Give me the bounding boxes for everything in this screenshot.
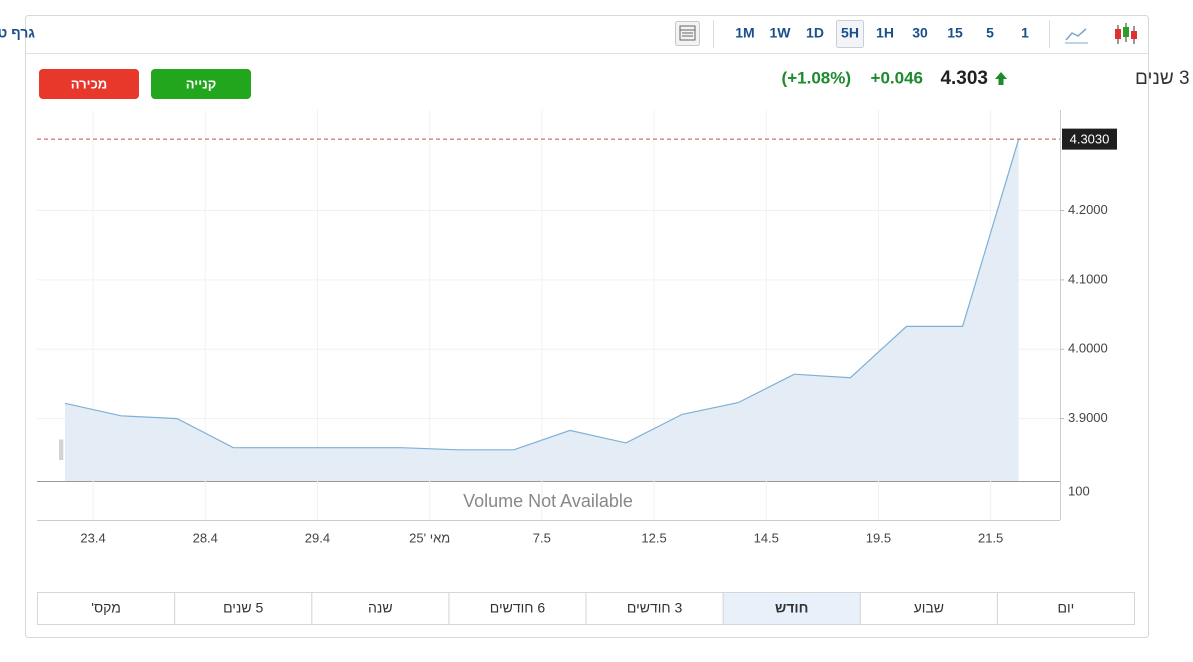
range-label: 5 שנים: [223, 600, 263, 616]
interval-button[interactable]: 1: [1021, 25, 1029, 41]
range-button[interactable]: [311, 592, 450, 625]
x-tick-label: 7.5: [533, 530, 551, 545]
range-button[interactable]: [37, 592, 176, 625]
range-label: 3 חודשים: [627, 600, 683, 616]
price-tag: [1062, 128, 1117, 150]
interval-button[interactable]: 1M: [735, 25, 754, 41]
range-label: שנה: [368, 600, 393, 616]
instrument-title: ישראל 3 שנים: [1135, 68, 1193, 89]
interval-button[interactable]: 5H: [841, 25, 859, 41]
x-tick-label: 21.5: [978, 530, 1003, 545]
change-pct: (+1.08%): [782, 68, 851, 87]
range-label: שבוע: [914, 600, 944, 616]
plot: 23.4 28.4 29.4 מאי '25 7.5 12.5 14.5 19.5 21.5 3.…: [37, 110, 1117, 545]
x-tick-label: 23.4: [80, 530, 105, 545]
candle-icon[interactable]: [1115, 23, 1137, 44]
range-button[interactable]: [996, 592, 1135, 625]
y-tick-label: 4.0000: [1068, 341, 1108, 356]
range-label: 6 חודשים: [490, 600, 546, 616]
range-button[interactable]: [174, 592, 313, 625]
y-tick-label: 3.9000: [1068, 410, 1108, 425]
range-button[interactable]: [448, 592, 587, 625]
interval-button[interactable]: 15: [947, 25, 963, 41]
range-label: חודש: [775, 600, 808, 616]
up-arrow: [995, 72, 1007, 85]
volume-tick-label: 100: [1068, 483, 1090, 498]
buy-button[interactable]: קנייה: [151, 69, 251, 99]
range-button[interactable]: [585, 592, 724, 625]
x-tick-label: 14.5: [754, 530, 779, 545]
interval-button[interactable]: 1H: [876, 25, 894, 41]
x-tick-label: מאי '25: [409, 530, 450, 545]
interval-button[interactable]: 5: [986, 25, 994, 41]
y-tick-label: 4.2000: [1068, 202, 1108, 217]
table-icon[interactable]: [675, 21, 700, 46]
volume-note: Volume Not Available: [463, 491, 633, 511]
buy-label: קנייה: [186, 76, 216, 91]
change: +0.046: [871, 68, 923, 87]
range-bar: יום שבוע חודש 3 חודשים 6 חודשים שנה 5 שנים מקס': [37, 592, 1135, 625]
interval-button[interactable]: 30: [912, 25, 928, 41]
price: 4.303: [940, 68, 988, 89]
line: [64, 138, 1020, 451]
x-tick-label: 12.5: [641, 530, 666, 545]
range-button[interactable]: [722, 592, 861, 625]
sell-label: מכירה: [71, 76, 107, 91]
sell-button[interactable]: מכירה: [39, 69, 139, 99]
y-tick-label: 4.1000: [1068, 271, 1108, 286]
range-label: יום: [1058, 600, 1075, 616]
x-tick-label: 19.5: [866, 530, 891, 545]
interval-button[interactable]: 1W: [770, 25, 792, 41]
technical-chart-link[interactable]: גרף טכני »: [0, 25, 35, 41]
area: [65, 139, 1019, 481]
line-chart-icon[interactable]: [1063, 22, 1089, 46]
interval-button[interactable]: 1D: [806, 25, 824, 41]
price-tag-label: 4.3030: [1070, 132, 1110, 147]
x-tick-label: 28.4: [193, 530, 218, 545]
x-tick-label: 29.4: [305, 530, 330, 545]
range-label: מקס': [91, 600, 121, 616]
interval-selected: [836, 20, 864, 48]
